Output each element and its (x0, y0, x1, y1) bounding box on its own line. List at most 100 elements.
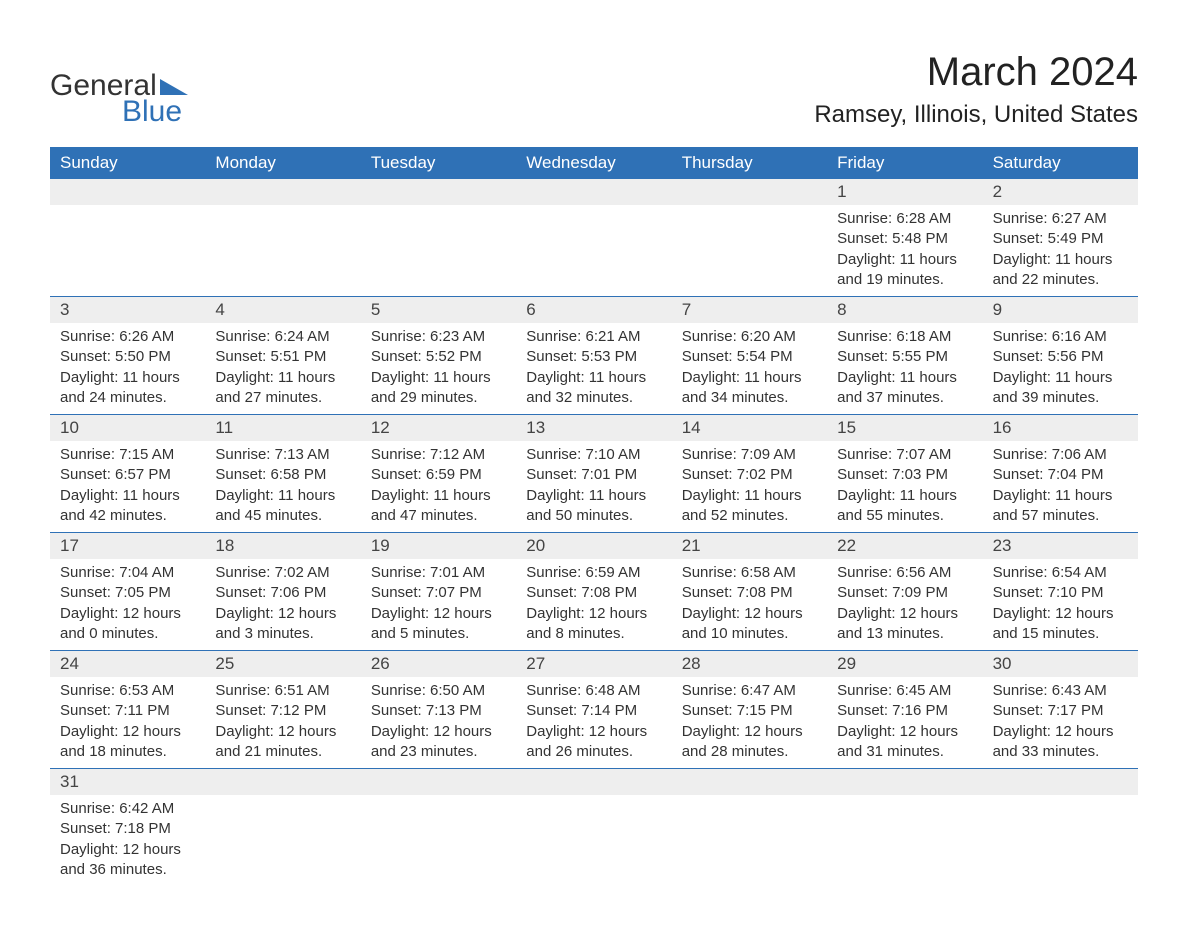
day-sunrise: Sunrise: 6:47 AM (682, 681, 817, 701)
page-subtitle: Ramsey, Illinois, United States (814, 101, 1138, 129)
logo-word2: Blue (122, 95, 182, 129)
day-sunset: Sunset: 7:01 PM (526, 465, 661, 485)
day-sunrise: Sunrise: 6:18 AM (837, 327, 972, 347)
date-number (205, 179, 360, 205)
day-sunset: Sunset: 5:48 PM (837, 229, 972, 249)
date-number: 16 (983, 415, 1138, 441)
date-row: 3456789 (50, 297, 1138, 323)
calendar-week: 17181920212223Sunrise: 7:04 AMSunset: 7:… (50, 532, 1138, 650)
day-day2: and 15 minutes. (993, 624, 1128, 644)
day-cell (672, 795, 827, 886)
day-sunset: Sunset: 7:07 PM (371, 583, 506, 603)
day-cell (827, 795, 982, 886)
day-day1: Daylight: 12 hours (215, 604, 350, 624)
day-day2: and 28 minutes. (682, 742, 817, 762)
date-number: 24 (50, 651, 205, 677)
day-day1: Daylight: 11 hours (837, 250, 972, 270)
day-sunrise: Sunrise: 6:42 AM (60, 799, 195, 819)
day-sunrise: Sunrise: 6:16 AM (993, 327, 1128, 347)
day-day1: Daylight: 11 hours (60, 486, 195, 506)
date-number: 29 (827, 651, 982, 677)
date-number: 12 (361, 415, 516, 441)
day-cell: Sunrise: 6:26 AMSunset: 5:50 PMDaylight:… (50, 323, 205, 414)
day-sunrise: Sunrise: 7:12 AM (371, 445, 506, 465)
day-day1: Daylight: 11 hours (526, 486, 661, 506)
calendar-week: 12Sunrise: 6:28 AMSunset: 5:48 PMDayligh… (50, 179, 1138, 296)
day-sunset: Sunset: 7:04 PM (993, 465, 1128, 485)
day-sunrise: Sunrise: 6:24 AM (215, 327, 350, 347)
day-cell (983, 795, 1138, 886)
day-cell: Sunrise: 6:21 AMSunset: 5:53 PMDaylight:… (516, 323, 671, 414)
day-sunset: Sunset: 7:13 PM (371, 701, 506, 721)
day-cell: Sunrise: 6:43 AMSunset: 7:17 PMDaylight:… (983, 677, 1138, 768)
day-cell: Sunrise: 7:04 AMSunset: 7:05 PMDaylight:… (50, 559, 205, 650)
date-row: 31 (50, 769, 1138, 795)
date-number: 23 (983, 533, 1138, 559)
day-sunset: Sunset: 7:12 PM (215, 701, 350, 721)
day-sunrise: Sunrise: 6:20 AM (682, 327, 817, 347)
logo: General Blue (50, 69, 188, 129)
day-cell: Sunrise: 6:48 AMSunset: 7:14 PMDaylight:… (516, 677, 671, 768)
day-day1: Daylight: 12 hours (993, 604, 1128, 624)
content-row: Sunrise: 6:42 AMSunset: 7:18 PMDaylight:… (50, 795, 1138, 886)
day-cell (516, 795, 671, 886)
day-sunrise: Sunrise: 7:10 AM (526, 445, 661, 465)
day-day2: and 10 minutes. (682, 624, 817, 644)
day-sunrise: Sunrise: 7:15 AM (60, 445, 195, 465)
day-sunset: Sunset: 7:15 PM (682, 701, 817, 721)
date-number: 4 (205, 297, 360, 323)
date-number: 5 (361, 297, 516, 323)
day-sunrise: Sunrise: 7:02 AM (215, 563, 350, 583)
date-number: 18 (205, 533, 360, 559)
day-sunrise: Sunrise: 6:51 AM (215, 681, 350, 701)
day-day1: Daylight: 12 hours (682, 722, 817, 742)
day-sunset: Sunset: 7:16 PM (837, 701, 972, 721)
date-number: 21 (672, 533, 827, 559)
day-cell (361, 795, 516, 886)
day-day2: and 13 minutes. (837, 624, 972, 644)
day-day1: Daylight: 12 hours (837, 604, 972, 624)
content-row: Sunrise: 7:15 AMSunset: 6:57 PMDaylight:… (50, 441, 1138, 532)
day-cell: Sunrise: 6:28 AMSunset: 5:48 PMDaylight:… (827, 205, 982, 296)
page-title: March 2024 (814, 50, 1138, 95)
date-number (361, 769, 516, 795)
day-sunrise: Sunrise: 7:07 AM (837, 445, 972, 465)
day-day1: Daylight: 11 hours (215, 368, 350, 388)
day-sunrise: Sunrise: 7:06 AM (993, 445, 1128, 465)
date-number: 30 (983, 651, 1138, 677)
day-day2: and 23 minutes. (371, 742, 506, 762)
day-cell: Sunrise: 6:59 AMSunset: 7:08 PMDaylight:… (516, 559, 671, 650)
day-sunset: Sunset: 5:51 PM (215, 347, 350, 367)
date-number: 3 (50, 297, 205, 323)
day-cell: Sunrise: 6:51 AMSunset: 7:12 PMDaylight:… (205, 677, 360, 768)
day-cell: Sunrise: 7:12 AMSunset: 6:59 PMDaylight:… (361, 441, 516, 532)
weekday-tuesday: Tuesday (361, 147, 516, 179)
date-number (516, 179, 671, 205)
day-day1: Daylight: 12 hours (60, 840, 195, 860)
date-number (205, 769, 360, 795)
day-cell: Sunrise: 7:02 AMSunset: 7:06 PMDaylight:… (205, 559, 360, 650)
day-day1: Daylight: 11 hours (371, 486, 506, 506)
day-day2: and 19 minutes. (837, 270, 972, 290)
day-cell: Sunrise: 7:09 AMSunset: 7:02 PMDaylight:… (672, 441, 827, 532)
day-day1: Daylight: 12 hours (60, 604, 195, 624)
day-sunrise: Sunrise: 6:48 AM (526, 681, 661, 701)
weekday-saturday: Saturday (983, 147, 1138, 179)
day-cell: Sunrise: 6:45 AMSunset: 7:16 PMDaylight:… (827, 677, 982, 768)
date-number (50, 179, 205, 205)
title-block: March 2024 Ramsey, Illinois, United Stat… (814, 50, 1138, 129)
day-cell: Sunrise: 7:01 AMSunset: 7:07 PMDaylight:… (361, 559, 516, 650)
day-day2: and 47 minutes. (371, 506, 506, 526)
day-day1: Daylight: 12 hours (837, 722, 972, 742)
day-cell: Sunrise: 6:54 AMSunset: 7:10 PMDaylight:… (983, 559, 1138, 650)
day-sunrise: Sunrise: 6:45 AM (837, 681, 972, 701)
day-cell: Sunrise: 6:50 AMSunset: 7:13 PMDaylight:… (361, 677, 516, 768)
day-sunrise: Sunrise: 6:23 AM (371, 327, 506, 347)
day-day1: Daylight: 11 hours (993, 486, 1128, 506)
date-number: 15 (827, 415, 982, 441)
date-number: 31 (50, 769, 205, 795)
date-number (361, 179, 516, 205)
day-cell (672, 205, 827, 296)
day-day2: and 39 minutes. (993, 388, 1128, 408)
day-day1: Daylight: 12 hours (215, 722, 350, 742)
